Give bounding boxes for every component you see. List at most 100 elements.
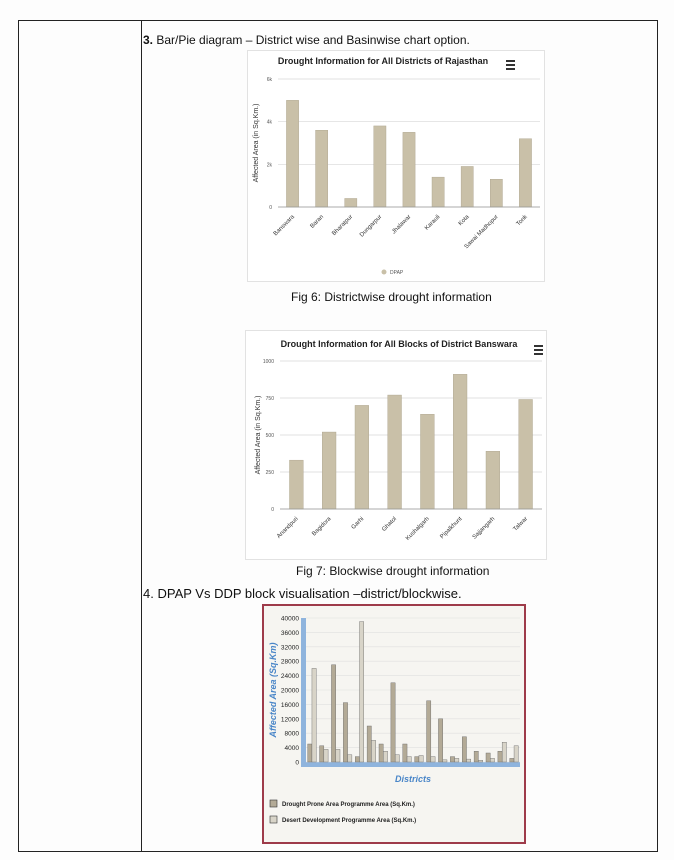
bar <box>450 756 455 763</box>
bar <box>373 125 387 208</box>
bar <box>344 198 358 208</box>
bar <box>335 749 341 763</box>
bar <box>509 758 515 763</box>
bar <box>387 394 402 510</box>
section-3-text: Bar/Pie diagram – District wise and Basi… <box>156 33 470 47</box>
bar <box>430 756 436 763</box>
bar <box>442 759 448 763</box>
bar <box>390 682 396 763</box>
bar <box>466 758 471 763</box>
bar <box>366 725 372 763</box>
bar <box>473 750 479 763</box>
y-tick-label: 1000 <box>263 359 274 365</box>
table-column-divider <box>141 20 142 852</box>
bar <box>286 100 299 208</box>
section-3-heading: 3. Bar/Pie diagram – District wise and B… <box>143 33 470 47</box>
bar <box>378 743 384 763</box>
x-tick-label: Jhalawar <box>391 214 412 235</box>
y-axis-label: Affected Area (Sq.Km) <box>268 642 278 738</box>
y-axis-label: Affected Area (in Sq.Km.) <box>253 104 260 183</box>
y-tick-label: 40000 <box>281 616 299 623</box>
legend-marker <box>269 815 278 824</box>
x-tick-label: Ghatol <box>381 516 398 533</box>
y-tick-label: 4000 <box>285 745 300 752</box>
y-tick-label: 12000 <box>281 716 299 723</box>
x-tick-label: Kushalgarh <box>405 516 431 542</box>
bar <box>402 743 408 763</box>
x-tick-label: Sajjangarh <box>472 516 497 541</box>
bar <box>323 749 329 763</box>
bar <box>454 758 460 763</box>
bar <box>315 129 328 208</box>
y-tick-label: 0 <box>295 760 299 767</box>
legend-label: Drought Prone Area Programme Area (Sq.Km… <box>282 802 415 808</box>
bar <box>343 702 348 763</box>
bar <box>518 399 533 510</box>
x-tick-label: Pipalkhunt <box>439 516 463 540</box>
bar <box>311 668 317 763</box>
section-4-heading: 4. DPAP Vs DDP block visualisation –dist… <box>143 586 462 601</box>
x-tick-label: Garhi <box>351 516 366 531</box>
fig6-chart: Drought Information for All Districts of… <box>247 50 545 282</box>
bar <box>319 745 325 763</box>
y-tick-label: 8000 <box>285 731 300 738</box>
bar <box>478 759 483 763</box>
bar <box>501 741 507 763</box>
x-tick-label: Karauli <box>424 214 441 231</box>
bar <box>460 166 474 208</box>
bar <box>394 754 400 763</box>
section-4-number: 4. <box>143 586 154 601</box>
y-tick-label: 16000 <box>281 702 299 709</box>
legend-label: DPAP <box>390 270 404 276</box>
fig6-caption: Fig 6: Districtwise drought information <box>291 290 492 304</box>
bar <box>418 755 424 763</box>
bar <box>426 700 432 763</box>
y-tick-label: 28000 <box>281 659 299 666</box>
x-tick-label: Tonk <box>516 213 530 227</box>
fig7-caption: Fig 7: Blockwise drought information <box>296 564 490 578</box>
chart-title: Drought Information for All Districts of… <box>278 56 488 66</box>
y-axis-band <box>301 618 306 762</box>
legend-marker <box>381 269 387 275</box>
bar <box>371 740 376 763</box>
y-tick-label: 750 <box>266 396 275 402</box>
fig8-chart: 0 4000 8000 12000 16000 20000 24000 28000 32000 3… <box>262 604 526 844</box>
bar <box>354 405 369 510</box>
chart-title: Drought Information for All Blocks of Di… <box>281 339 519 349</box>
x-tick-label: Banswara <box>273 214 297 238</box>
fig6-svg: Drought Information for All Districts of… <box>253 56 540 276</box>
x-tick-label: Bharatpur <box>331 214 354 237</box>
chart-menu-icon[interactable] <box>506 60 515 72</box>
chart-menu-icon[interactable] <box>534 345 543 357</box>
section-3-number: 3. <box>143 33 154 47</box>
bar <box>406 756 412 763</box>
bar <box>462 736 467 763</box>
y-tick-label: 250 <box>266 470 275 476</box>
bar <box>490 179 503 208</box>
y-tick-label: 6k <box>267 77 273 83</box>
x-tick-label: Kota <box>458 214 471 227</box>
y-tick-label: 24000 <box>281 673 299 680</box>
bar <box>402 132 416 208</box>
legend-label: Desert Development Programme Area (Sq.Km… <box>282 818 416 824</box>
bar <box>519 138 532 208</box>
y-tick-label: 0 <box>269 205 272 211</box>
y-tick-label: 500 <box>266 433 275 439</box>
fig7-chart: Drought Information for All Blocks of Di… <box>245 330 547 560</box>
legend-marker <box>269 799 278 808</box>
bar <box>485 752 491 763</box>
fig7-svg: Drought Information for All Blocks of Di… <box>255 339 542 542</box>
y-tick-label: 20000 <box>281 688 299 695</box>
bar <box>490 758 495 763</box>
fig8-svg: 0 4000 8000 12000 16000 20000 24000 28000 32000 3… <box>268 616 520 824</box>
bar <box>497 750 503 763</box>
bar <box>453 374 468 510</box>
x-tick-label: Baran <box>310 214 326 230</box>
bar <box>438 718 443 763</box>
section-4-text: DPAP Vs DDP block visualisation –distric… <box>157 586 462 601</box>
bar <box>331 664 336 763</box>
bar <box>383 750 388 763</box>
bar <box>431 176 445 208</box>
bar <box>289 459 304 510</box>
y-axis-label: Affected Area (in Sq.Km.) <box>255 396 262 475</box>
